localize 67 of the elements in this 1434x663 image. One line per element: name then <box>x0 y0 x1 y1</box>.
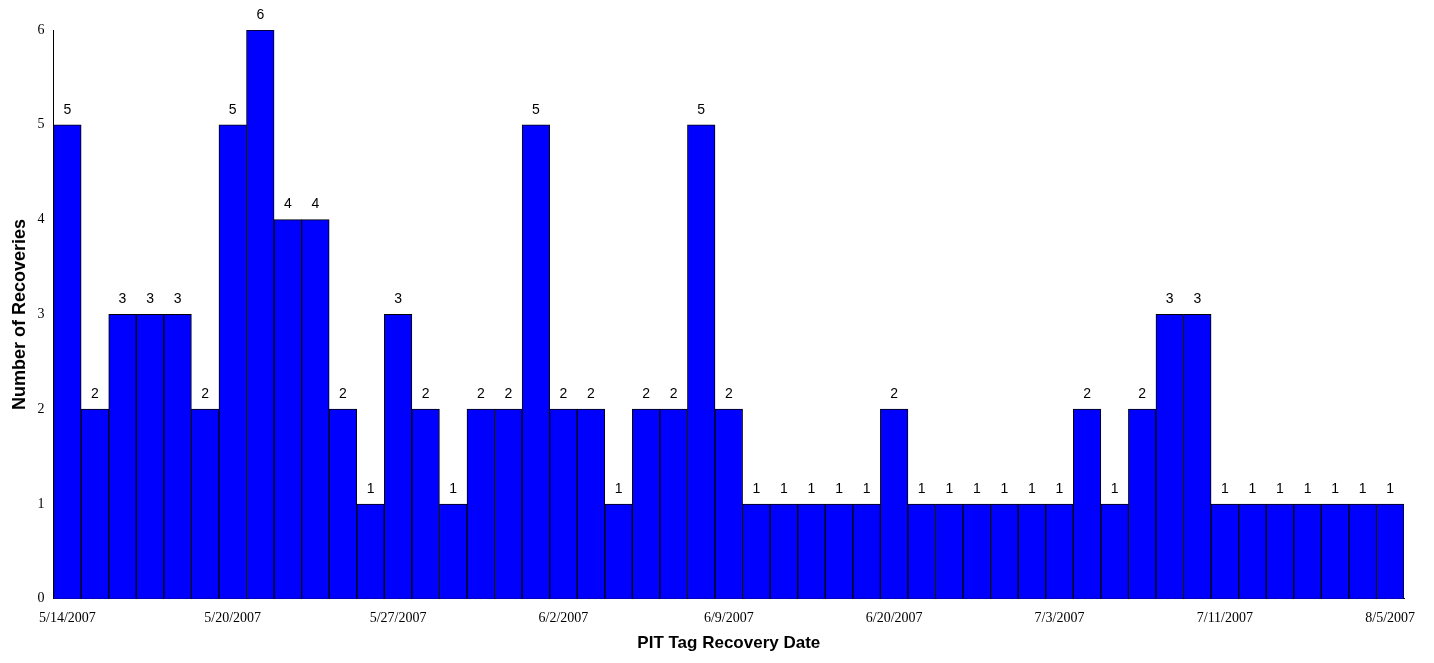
data-label: 2 <box>504 385 513 402</box>
y-tick-label: 2 <box>37 400 45 416</box>
y-axis-title: Number of Recoveries <box>8 218 29 410</box>
data-label: 4 <box>311 195 320 212</box>
data-label: 5 <box>697 100 706 117</box>
x-tick-label: 5/27/2007 <box>369 609 427 625</box>
data-label: 1 <box>1055 479 1064 496</box>
data-label: 1 <box>366 479 375 496</box>
data-label: 2 <box>91 385 100 402</box>
y-tick-label: 4 <box>37 211 45 227</box>
data-label: 3 <box>1165 290 1174 307</box>
data-label: 2 <box>339 385 348 402</box>
data-label: 1 <box>835 479 844 496</box>
data-label: 1 <box>1028 479 1037 496</box>
x-tick-label: 6/20/2007 <box>865 609 923 625</box>
y-tick-label: 0 <box>37 590 45 606</box>
x-tick-label: 7/11/2007 <box>1196 609 1253 625</box>
data-label: 1 <box>862 479 871 496</box>
x-tick-label: 5/20/2007 <box>204 609 262 625</box>
data-label: 1 <box>1331 479 1340 496</box>
x-tick-label: 6/2/2007 <box>538 609 589 625</box>
data-label: 1 <box>972 479 981 496</box>
data-label: 3 <box>146 290 155 307</box>
y-tick-label: 1 <box>37 495 45 511</box>
data-label: 2 <box>201 385 210 402</box>
data-label: 3 <box>1193 290 1202 307</box>
x-tick-label: 8/5/2007 <box>1365 609 1416 625</box>
x-tick-label: 6/9/2007 <box>703 609 754 625</box>
data-label: 1 <box>449 479 458 496</box>
data-label: 3 <box>394 290 403 307</box>
data-label: 1 <box>1248 479 1257 496</box>
data-label: 5 <box>531 100 540 117</box>
data-label: 1 <box>1276 479 1285 496</box>
data-label: 1 <box>780 479 789 496</box>
x-tick-label: 5/14/2007 <box>38 609 96 625</box>
data-label: 2 <box>724 385 733 402</box>
data-label: 2 <box>587 385 596 402</box>
data-label: 1 <box>807 479 816 496</box>
data-label: 1 <box>1386 479 1395 496</box>
data-label: 2 <box>476 385 485 402</box>
data-label: 1 <box>1303 479 1312 496</box>
data-label: 4 <box>283 195 292 212</box>
data-label: 3 <box>173 290 182 307</box>
data-label: 1 <box>1220 479 1229 496</box>
data-label: 5 <box>228 100 237 117</box>
data-label: 1 <box>1358 479 1367 496</box>
data-label: 2 <box>642 385 651 402</box>
data-label: 5 <box>63 100 72 117</box>
data-label: 1 <box>917 479 926 496</box>
data-label: 6 <box>256 5 265 22</box>
data-label: 2 <box>890 385 899 402</box>
data-label: 2 <box>421 385 430 402</box>
data-label: 1 <box>752 479 761 496</box>
data-label: 2 <box>1138 385 1147 402</box>
y-tick-label: 5 <box>37 116 45 132</box>
data-label: 2 <box>1083 385 1092 402</box>
data-label: 1 <box>945 479 954 496</box>
data-label: 1 <box>1110 479 1119 496</box>
x-tick-label: 7/3/2007 <box>1034 609 1085 625</box>
data-label: 1 <box>1000 479 1009 496</box>
data-label: 1 <box>614 479 623 496</box>
y-tick-label: 6 <box>37 21 45 37</box>
y-tick-label: 3 <box>37 306 45 322</box>
data-label: 2 <box>669 385 678 402</box>
x-axis-title: PIT Tag Recovery Date <box>637 633 821 653</box>
data-label: 2 <box>559 385 568 402</box>
data-label: 3 <box>118 290 127 307</box>
